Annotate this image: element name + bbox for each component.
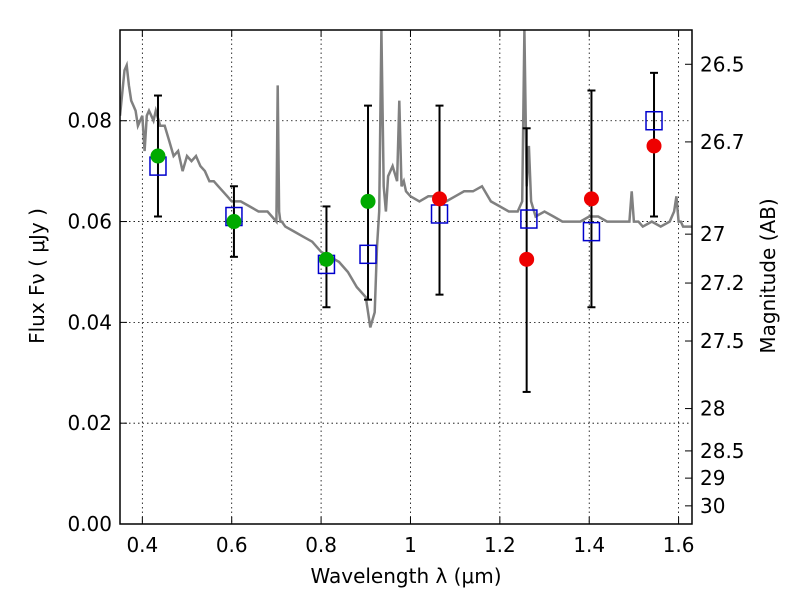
y-tick-labels: 0.00 0.02 0.04 0.06 0.08 — [67, 109, 112, 536]
observed-point — [583, 191, 599, 207]
y-tick-label: 0.02 — [67, 411, 112, 435]
axis-ticks — [120, 30, 692, 525]
observed-point — [360, 193, 376, 209]
observed-point — [432, 191, 448, 207]
y2-tick-label: 29 — [700, 466, 725, 490]
y-tick-label: 0.04 — [67, 310, 112, 334]
x-tick-label: 0.8 — [305, 533, 337, 557]
observed-point — [226, 214, 242, 230]
x-tick-labels: 0.4 0.6 0.8 1 1.2 1.4 1.6 — [126, 533, 694, 557]
y2-tick-label: 27.2 — [700, 271, 745, 295]
x-tick-label: 0.4 — [126, 533, 158, 557]
y2-axis-label: Magnitude (AB) — [756, 198, 780, 353]
y-tick-label: 0.08 — [67, 109, 112, 133]
y-tick-label: 0.06 — [67, 210, 112, 234]
plot-frame — [119, 29, 693, 525]
y2-tick-label: 27.5 — [700, 329, 745, 353]
model-point-square — [582, 221, 601, 242]
x-axis-label: Wavelength λ (μm) — [310, 564, 501, 588]
x-tick-label: 1.4 — [573, 533, 605, 557]
observed-point — [519, 251, 535, 267]
y-axis-label: Flux Fν ( μJy ) — [25, 208, 49, 344]
x-tick-label: 1.6 — [663, 533, 695, 557]
model-spectrum — [120, 30, 692, 328]
y2-tick-label: 28.5 — [700, 439, 745, 463]
observed-point — [318, 251, 334, 267]
x-tick-label: 1 — [404, 533, 417, 557]
model-point-square — [645, 110, 663, 131]
y2-tick-labels: 26.5 26.7 27 27.2 27.5 28 28.5 29 30 — [700, 52, 745, 518]
y2-tick-label: 26.5 — [700, 52, 745, 76]
observed-point — [646, 138, 662, 154]
x-tick-label: 1.2 — [484, 533, 516, 557]
error-bars — [153, 71, 659, 393]
y-tick-label: 0.00 — [67, 512, 112, 536]
x-tick-label: 0.6 — [216, 533, 248, 557]
y2-tick-label: 30 — [700, 494, 725, 518]
model-point-square — [359, 244, 377, 265]
y2-tick-label: 27 — [700, 222, 725, 246]
y2-tick-label: 28 — [700, 397, 725, 421]
y2-tick-label: 26.7 — [700, 130, 745, 154]
model-point-square — [520, 209, 538, 229]
grid — [120, 30, 692, 525]
model-spectrum-line — [120, 30, 692, 328]
observed-points — [150, 138, 662, 267]
observed-point — [150, 148, 166, 164]
